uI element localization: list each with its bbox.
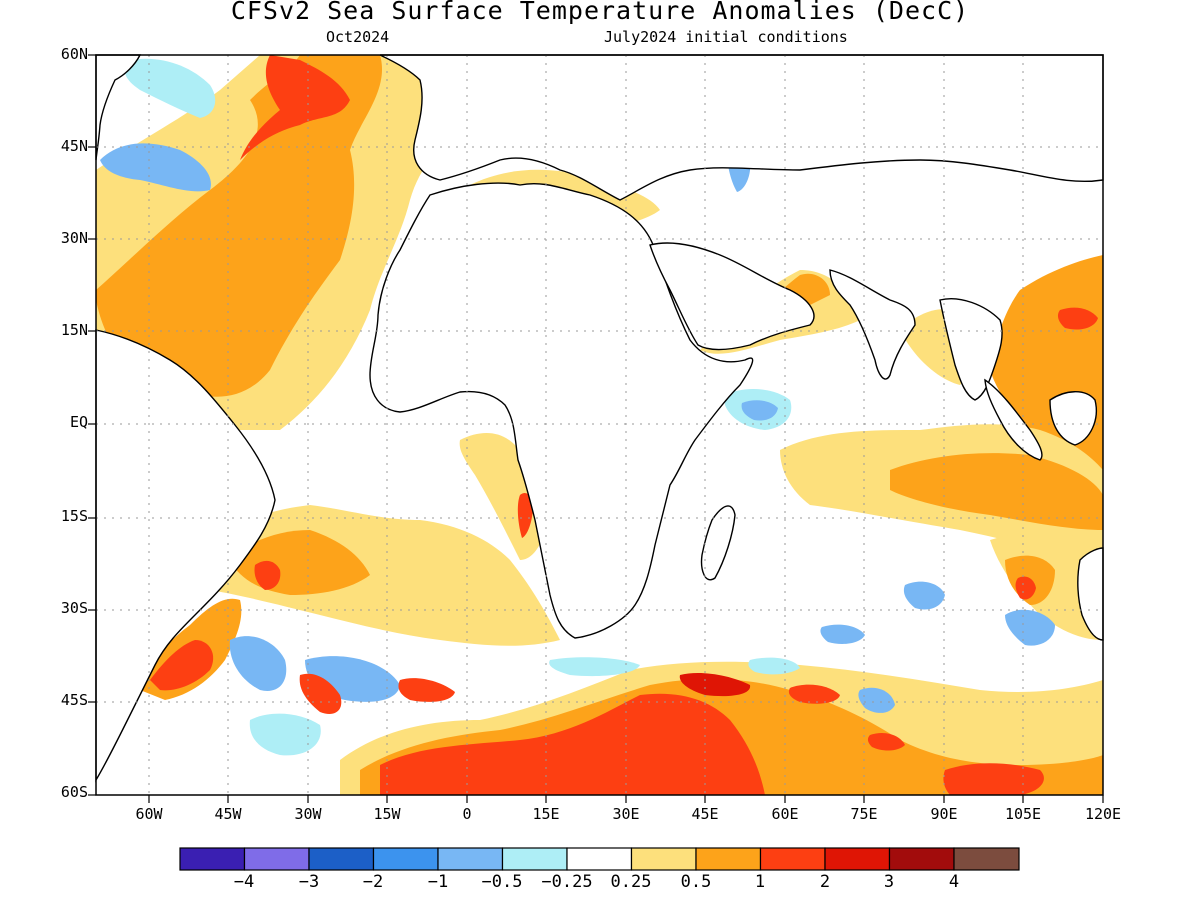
anomaly-region-se-indian-cold [1005, 609, 1055, 646]
lon-label-15e: 15E [532, 805, 560, 823]
anomaly-region-eq-indian-core [890, 453, 1103, 530]
lon-label-45w: 45W [214, 805, 242, 823]
anomaly-region-labrador-cold [124, 58, 216, 118]
anomaly-region-sa-hot-2 [398, 678, 455, 702]
colorbar-label-12: 4 [948, 872, 960, 892]
anomaly-region-so-hot-4 [788, 684, 840, 704]
lat-label-15s: 15S [60, 507, 88, 525]
lon-label-60w: 60W [135, 805, 163, 823]
colorbar-label-6: −0.25 [541, 872, 593, 892]
anomaly-region-north-atlantic-cold [100, 143, 211, 192]
anomaly-region-so-hot-5 [867, 733, 905, 751]
anomaly-region-north-atlantic-core [96, 55, 383, 397]
anomaly-region-so-cold-2 [748, 657, 800, 675]
lon-label-15w: 15W [373, 805, 401, 823]
land-madagascar [700, 505, 736, 581]
colorbar-swatch-5 [437, 847, 504, 871]
colorbar-label-5: −0.5 [481, 872, 523, 892]
lon-label-45e: 45E [691, 805, 719, 823]
land-south-america [95, 329, 276, 783]
lon-label-75e: 75E [850, 805, 878, 823]
lon-label-120e: 120E [1084, 805, 1122, 823]
colorbar-swatch-10 [759, 847, 826, 871]
colorbar-label-2: −3 [298, 872, 320, 892]
land-australia [1077, 547, 1104, 641]
lon-label-105e: 105E [1004, 805, 1042, 823]
axis-ticks [88, 54, 1104, 803]
colorbar-swatch-11 [824, 847, 891, 871]
lat-label-15n: 15N [60, 321, 88, 339]
anomaly-region-so-cold-3 [858, 687, 895, 713]
anomaly-region-southern-ocean-hot-3 [679, 673, 751, 697]
lon-label-60e: 60E [771, 805, 799, 823]
graticule [96, 55, 1103, 795]
lat-label-45s: 45S [60, 691, 88, 709]
anomaly-region-indian-cold-core [741, 400, 778, 421]
land-india [829, 269, 916, 380]
colorbar-label-8: 0.5 [680, 872, 712, 892]
lat-label-60s: 60S [60, 783, 88, 801]
colorbar-label-1: −4 [233, 872, 255, 892]
lat-label-30s: 30S [60, 599, 88, 617]
anomaly-region-s-indian-cold [903, 581, 945, 610]
anomaly-region-west-australia-hot [1015, 576, 1036, 600]
lon-label-0: 0 [462, 805, 472, 823]
colorbar-swatch-1 [179, 847, 246, 871]
colorbar-swatch-9 [695, 847, 762, 871]
colorbar-swatch-13 [953, 847, 1020, 871]
anomaly-region-sa-cold-3 [249, 713, 321, 756]
colorbar [179, 847, 1020, 871]
anomaly-region-angola-core [517, 493, 533, 538]
lon-label-90e: 90E [930, 805, 958, 823]
anomaly-region-west-pacific-core [1057, 307, 1098, 330]
colorbar-label-11: 3 [883, 872, 895, 892]
colorbar-label-4: −1 [427, 872, 449, 892]
anomaly-region-so-cold-1 [549, 657, 640, 677]
anomaly-region-confluence-hot [150, 640, 214, 691]
colorbar-swatch-8 [630, 847, 697, 871]
land-sumatra [984, 378, 1043, 461]
anomaly-region-so-cold-4 [820, 624, 865, 644]
initial-conditions: July2024 initial conditions [604, 28, 848, 46]
anomaly-region-sa-hot-1 [299, 673, 342, 715]
lon-label-30w: 30W [294, 805, 322, 823]
anomaly-region-gulf-stream [240, 55, 350, 160]
lat-label-eq: EQ [69, 413, 88, 431]
lat-label-45n: 45N [60, 137, 88, 155]
land-europe [379, 54, 1104, 201]
anomaly-region-south-atlantic-hot [254, 560, 281, 590]
land-borneo [1049, 391, 1097, 446]
anomaly-region-sa-cold-1 [229, 636, 287, 691]
colorbar-swatch-7 [566, 847, 633, 871]
colorbar-swatch-3 [308, 847, 375, 871]
lat-label-30n: 30N [60, 229, 88, 247]
colorbar-swatch-6 [501, 847, 568, 871]
land-masses [95, 54, 1104, 783]
plot-frame [95, 54, 1104, 796]
colorbar-label-9: 1 [754, 872, 766, 892]
colorbar-swatch-4 [372, 847, 439, 871]
anomaly-region-southern-ocean-hot-2 [943, 763, 1044, 795]
anomaly-field [96, 55, 1103, 795]
lon-label-30e: 30E [612, 805, 640, 823]
lat-label-60n: 60N [60, 45, 88, 63]
colorbar-label-7: 0.25 [610, 872, 652, 892]
land-arabia [649, 242, 815, 351]
forecast-month: Oct2024 [326, 28, 390, 46]
colorbar-swatch-2 [243, 847, 310, 871]
colorbar-swatch-12 [888, 847, 955, 871]
colorbar-label-3: −2 [362, 872, 384, 892]
anomaly-region-southern-ocean-hot [380, 693, 765, 795]
colorbar-label-10: 2 [819, 872, 831, 892]
map-title: CFSv2 Sea Surface Temperature Anomalies … [230, 0, 970, 25]
